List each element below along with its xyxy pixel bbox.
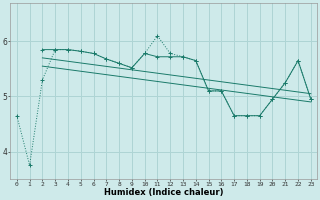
- X-axis label: Humidex (Indice chaleur): Humidex (Indice chaleur): [104, 188, 224, 197]
